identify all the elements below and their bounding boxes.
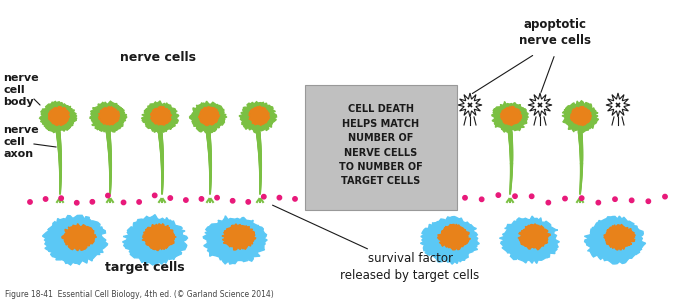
Polygon shape <box>421 217 480 264</box>
Text: Figure 18-41  Essential Cell Biology, 4th ed. (© Garland Science 2014): Figure 18-41 Essential Cell Biology, 4th… <box>5 290 274 299</box>
Polygon shape <box>438 224 470 250</box>
Circle shape <box>75 201 79 205</box>
Polygon shape <box>528 93 552 117</box>
Polygon shape <box>458 93 482 117</box>
Polygon shape <box>90 101 127 133</box>
Circle shape <box>183 198 188 202</box>
Polygon shape <box>584 216 645 264</box>
Circle shape <box>629 198 634 203</box>
Circle shape <box>293 197 297 201</box>
Polygon shape <box>562 101 598 133</box>
Circle shape <box>480 197 484 201</box>
Polygon shape <box>43 215 108 265</box>
Circle shape <box>446 200 451 204</box>
Circle shape <box>612 197 617 201</box>
Polygon shape <box>518 224 550 250</box>
Polygon shape <box>142 224 176 251</box>
Circle shape <box>59 196 64 201</box>
Polygon shape <box>62 224 97 251</box>
Circle shape <box>230 199 235 203</box>
Polygon shape <box>198 107 220 126</box>
FancyBboxPatch shape <box>305 85 457 210</box>
Circle shape <box>28 200 32 204</box>
Polygon shape <box>500 106 522 126</box>
Polygon shape <box>500 216 559 263</box>
Polygon shape <box>426 107 447 126</box>
Circle shape <box>430 199 434 204</box>
Circle shape <box>137 200 141 204</box>
Polygon shape <box>239 102 276 133</box>
Polygon shape <box>150 107 172 125</box>
Circle shape <box>496 193 500 197</box>
Polygon shape <box>40 101 77 133</box>
Circle shape <box>580 196 584 200</box>
Circle shape <box>262 194 266 199</box>
Circle shape <box>463 196 467 200</box>
Text: target cells: target cells <box>105 261 185 274</box>
Circle shape <box>563 196 567 201</box>
Circle shape <box>546 201 550 205</box>
Text: apoptotic
nerve cells: apoptotic nerve cells <box>519 18 591 47</box>
Polygon shape <box>141 101 178 133</box>
Polygon shape <box>416 101 454 133</box>
Circle shape <box>215 195 219 200</box>
Circle shape <box>106 193 110 198</box>
Text: nerve
cell
axon: nerve cell axon <box>3 125 38 159</box>
Circle shape <box>529 194 534 198</box>
Circle shape <box>646 199 650 204</box>
Circle shape <box>168 196 172 200</box>
Polygon shape <box>190 101 227 133</box>
Circle shape <box>663 194 667 199</box>
Circle shape <box>43 197 48 201</box>
Circle shape <box>277 195 281 200</box>
Circle shape <box>413 198 417 202</box>
Circle shape <box>153 193 157 198</box>
Polygon shape <box>222 224 256 250</box>
Polygon shape <box>122 215 188 265</box>
Polygon shape <box>203 216 267 264</box>
Polygon shape <box>570 107 592 125</box>
Text: nerve
cell
body: nerve cell body <box>3 72 38 108</box>
Polygon shape <box>99 107 120 125</box>
Circle shape <box>246 200 251 204</box>
Text: survival factor
released by target cells: survival factor released by target cells <box>340 252 480 281</box>
Circle shape <box>121 200 126 205</box>
Polygon shape <box>606 93 630 117</box>
Circle shape <box>513 194 517 198</box>
Circle shape <box>199 197 204 201</box>
Circle shape <box>596 201 601 205</box>
Circle shape <box>90 200 94 204</box>
Polygon shape <box>248 106 270 126</box>
Polygon shape <box>603 225 636 250</box>
Polygon shape <box>492 101 528 132</box>
Polygon shape <box>48 106 69 125</box>
Text: nerve cells: nerve cells <box>120 51 196 64</box>
Text: CELL DEATH
HELPS MATCH
NUMBER OF
NERVE CELLS
TO NUMBER OF
TARGET CELLS: CELL DEATH HELPS MATCH NUMBER OF NERVE C… <box>339 104 423 187</box>
